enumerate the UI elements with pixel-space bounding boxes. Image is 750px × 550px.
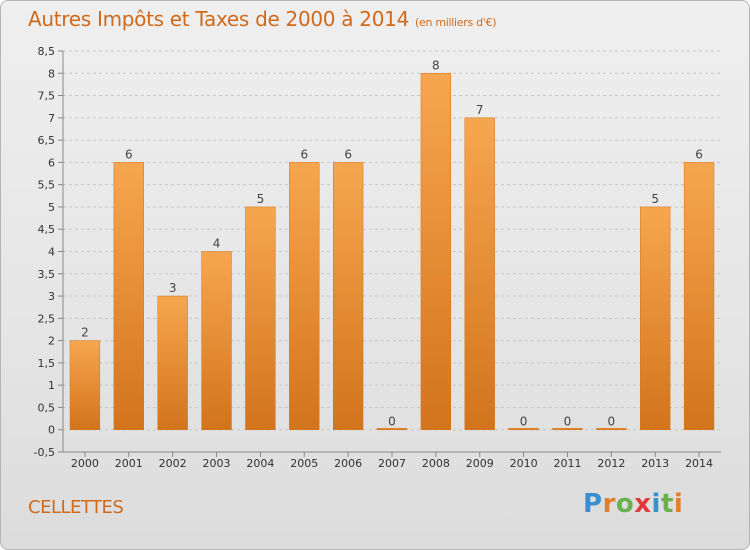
- bar-2005: [289, 162, 320, 430]
- bar-2011: [552, 427, 583, 430]
- value-label: 0: [388, 415, 396, 429]
- chart-title: Autres Impôts et Taxes de 2000 à 2014 (en…: [28, 7, 496, 31]
- value-label: 4: [213, 237, 221, 251]
- y-tick-label: -0,5: [34, 446, 55, 459]
- x-tick-label: 2009: [466, 457, 494, 470]
- x-tick-label: 2006: [334, 457, 362, 470]
- chart-title-main: Autres Impôts et Taxes de 2000 à 2014: [28, 7, 409, 31]
- y-tick-label: 8,5: [38, 45, 56, 58]
- x-tick-label: 2005: [290, 457, 318, 470]
- bar-2006: [332, 162, 364, 430]
- value-label: 2: [81, 326, 89, 340]
- x-tick-label: 2007: [378, 457, 406, 470]
- logo-letter: r: [602, 489, 616, 519]
- bar-2014: [683, 162, 715, 430]
- value-label: 0: [564, 415, 572, 429]
- x-tick-label: 2002: [159, 457, 187, 470]
- x-tick-label: 2000: [71, 457, 99, 470]
- bar-2013: [640, 206, 671, 430]
- logo-letter: P: [583, 489, 603, 519]
- value-label: 6: [695, 147, 703, 161]
- logo-letter: o: [615, 489, 635, 519]
- bars: [69, 73, 715, 430]
- y-tick-label: 8: [48, 67, 55, 80]
- y-tick-label: 7,5: [38, 90, 56, 103]
- bar-2009: [464, 117, 495, 430]
- logo-letter: t: [660, 489, 674, 519]
- bar-2004: [245, 206, 276, 430]
- y-tick-label: 1,5: [38, 357, 56, 370]
- y-tick-label: 1: [48, 379, 55, 392]
- bar-2012: [596, 427, 627, 430]
- value-label: 3: [169, 281, 177, 295]
- y-tick-label: 4: [48, 246, 55, 259]
- y-tick-label: 3,5: [38, 268, 56, 281]
- logo-letter: x: [634, 489, 652, 519]
- axes: [58, 50, 721, 457]
- value-label: 6: [300, 147, 308, 161]
- value-label: 0: [520, 415, 528, 429]
- proxiti-logo: Proxiti: [583, 489, 683, 519]
- bar-2007: [376, 427, 408, 430]
- logo-letter: i: [651, 489, 661, 519]
- x-tick-label: 2013: [641, 457, 669, 470]
- value-label: 8: [432, 58, 440, 72]
- y-tick-label: 5: [48, 201, 55, 214]
- bar-2001: [113, 162, 144, 430]
- y-tick-label: 0: [48, 424, 55, 437]
- y-tick-label: 7: [48, 112, 55, 125]
- x-tick-label: 2004: [246, 457, 274, 470]
- y-tick-label: 6,5: [38, 134, 56, 147]
- x-tick-label: 2011: [553, 457, 581, 470]
- y-tick-label: 5,5: [38, 179, 56, 192]
- y-tick-label: 3: [48, 290, 55, 303]
- value-label: 6: [125, 147, 133, 161]
- y-tick-label: 6: [48, 156, 55, 169]
- x-tick-label: 2008: [422, 457, 450, 470]
- x-tick-label: 2010: [510, 457, 538, 470]
- value-label: 5: [257, 192, 265, 206]
- y-tick-label: 2: [48, 335, 55, 348]
- x-tick-label: 2014: [685, 457, 713, 470]
- commune-name: CELLETTES: [28, 497, 124, 518]
- value-label: 0: [608, 415, 616, 429]
- y-tick-label: 4,5: [38, 223, 56, 236]
- value-label: 6: [344, 147, 352, 161]
- value-label: 5: [651, 192, 659, 206]
- x-tick-label: 2001: [115, 457, 143, 470]
- labels: -0,5 0 0,5 1 1,5 2 2,5 3 3,5 4 4,5 5 5,5 6 6,5 7 7,5 8 8,5…: [34, 45, 714, 470]
- bar-2003: [201, 251, 232, 430]
- logo-letter: i: [673, 489, 684, 519]
- bar-2000: [69, 340, 101, 430]
- chart-title-unit: (en milliers d'€): [415, 16, 497, 29]
- bar-2010: [508, 427, 539, 430]
- x-tick-label: 2003: [203, 457, 231, 470]
- x-tick-label: 2012: [597, 457, 625, 470]
- y-tick-label: 0,5: [38, 401, 56, 414]
- bar-2008: [420, 73, 452, 430]
- bar-2002: [157, 295, 188, 430]
- value-label: 7: [476, 103, 484, 117]
- y-tick-label: 2,5: [38, 312, 56, 325]
